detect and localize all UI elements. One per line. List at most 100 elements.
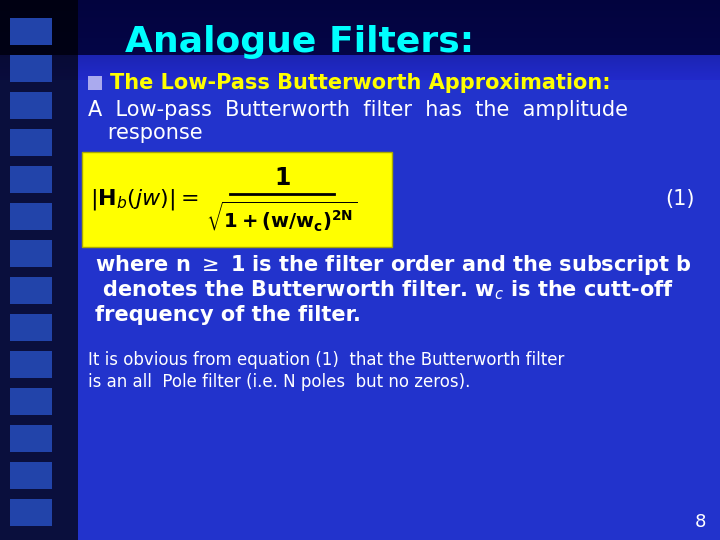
Bar	[0, 75, 720, 76]
Bar	[0, 31, 720, 32]
Bar	[0, 13, 720, 14]
Bar	[0, 15, 720, 16]
Bar	[0, 69, 720, 70]
Bar	[0, 7, 720, 8]
Bar	[0, 4, 720, 5]
Bar	[10, 92, 52, 119]
Bar	[0, 50, 720, 51]
Bar	[0, 45, 720, 46]
Bar	[10, 55, 52, 82]
Bar	[0, 18, 720, 19]
Bar	[0, 0, 720, 1]
Bar	[0, 49, 720, 50]
Bar	[0, 11, 720, 12]
Bar	[10, 388, 52, 415]
Bar	[10, 499, 52, 526]
Bar	[0, 35, 720, 36]
Bar	[0, 47, 720, 48]
Bar	[10, 425, 52, 452]
Bar	[0, 29, 720, 30]
Bar	[0, 24, 720, 25]
Text: (1): (1)	[665, 189, 695, 209]
Bar	[0, 41, 720, 42]
Bar	[0, 32, 720, 33]
Bar	[10, 166, 52, 193]
Bar	[0, 19, 720, 20]
Text: $\mathbf{1}$: $\mathbf{1}$	[274, 166, 290, 190]
Bar	[0, 2, 720, 3]
Text: denotes the Butterworth filter. w$_c$ is the cutt-off: denotes the Butterworth filter. w$_c$ is…	[95, 278, 674, 302]
Text: $| \mathbf{H}_b(jw) | =$: $| \mathbf{H}_b(jw) | =$	[90, 186, 199, 212]
Bar	[0, 76, 720, 77]
Bar	[0, 30, 720, 31]
Bar	[0, 70, 720, 71]
Text: $\mathbf{\sqrt{1+(w/w_c)^{2N}}}$: $\mathbf{\sqrt{1+(w/w_c)^{2N}}}$	[207, 199, 358, 233]
Bar	[10, 18, 52, 45]
Bar	[0, 39, 720, 40]
Bar	[82, 152, 392, 247]
Bar	[0, 74, 720, 75]
Bar	[0, 27, 720, 28]
Bar	[0, 16, 720, 17]
Bar	[10, 240, 52, 267]
Bar	[0, 8, 720, 9]
Bar	[10, 314, 52, 341]
Bar	[0, 67, 720, 68]
Bar	[0, 65, 720, 66]
Bar	[10, 351, 52, 378]
Bar	[0, 23, 720, 24]
Bar	[0, 56, 720, 57]
Bar	[0, 62, 720, 63]
Bar	[0, 10, 720, 11]
Bar	[0, 60, 720, 61]
Bar	[10, 203, 52, 230]
Bar	[0, 0, 78, 540]
Bar	[0, 46, 720, 47]
Bar	[0, 22, 720, 23]
Bar	[0, 34, 720, 35]
Bar	[0, 5, 720, 6]
Bar	[0, 71, 720, 72]
Bar	[0, 53, 720, 54]
Bar	[0, 6, 720, 7]
Bar	[0, 43, 720, 44]
Bar	[0, 73, 720, 74]
Bar	[0, 21, 720, 22]
Text: frequency of the filter.: frequency of the filter.	[95, 305, 361, 325]
Bar	[0, 25, 720, 26]
Bar	[0, 52, 720, 53]
Text: A  Low-pass  Butterworth  filter  has  the  amplitude: A Low-pass Butterworth filter has the am…	[88, 100, 628, 120]
Text: response: response	[88, 123, 202, 143]
Text: It is obvious from equation (1)  that the Butterworth filter: It is obvious from equation (1) that the…	[88, 351, 564, 369]
Text: is an all  Pole filter (i.e. N poles  but no zeros).: is an all Pole filter (i.e. N poles but …	[88, 373, 470, 391]
Bar	[0, 57, 720, 58]
Bar	[0, 68, 720, 69]
Bar	[0, 66, 720, 67]
Bar	[0, 59, 720, 60]
Bar	[0, 79, 720, 80]
Text: where n $\geq$ 1 is the filter order and the subscript b: where n $\geq$ 1 is the filter order and…	[95, 253, 691, 277]
Text: 8: 8	[694, 513, 706, 531]
Bar	[0, 38, 720, 39]
Bar	[0, 20, 720, 21]
Bar	[0, 40, 720, 41]
Bar	[0, 26, 720, 27]
Bar	[0, 72, 720, 73]
Bar	[10, 462, 52, 489]
Bar	[0, 33, 720, 34]
Bar	[0, 14, 720, 15]
Bar	[0, 48, 720, 49]
Bar	[10, 129, 52, 156]
Bar	[0, 3, 720, 4]
Bar	[0, 64, 720, 65]
Bar	[10, 277, 52, 304]
Bar	[88, 76, 102, 90]
Bar	[0, 37, 720, 38]
Bar	[0, 42, 720, 43]
Bar	[0, 36, 720, 37]
Bar	[0, 63, 720, 64]
Bar	[0, 58, 720, 59]
Bar	[0, 51, 720, 52]
Bar	[0, 12, 720, 13]
Text: Analogue Filters:: Analogue Filters:	[125, 25, 474, 59]
